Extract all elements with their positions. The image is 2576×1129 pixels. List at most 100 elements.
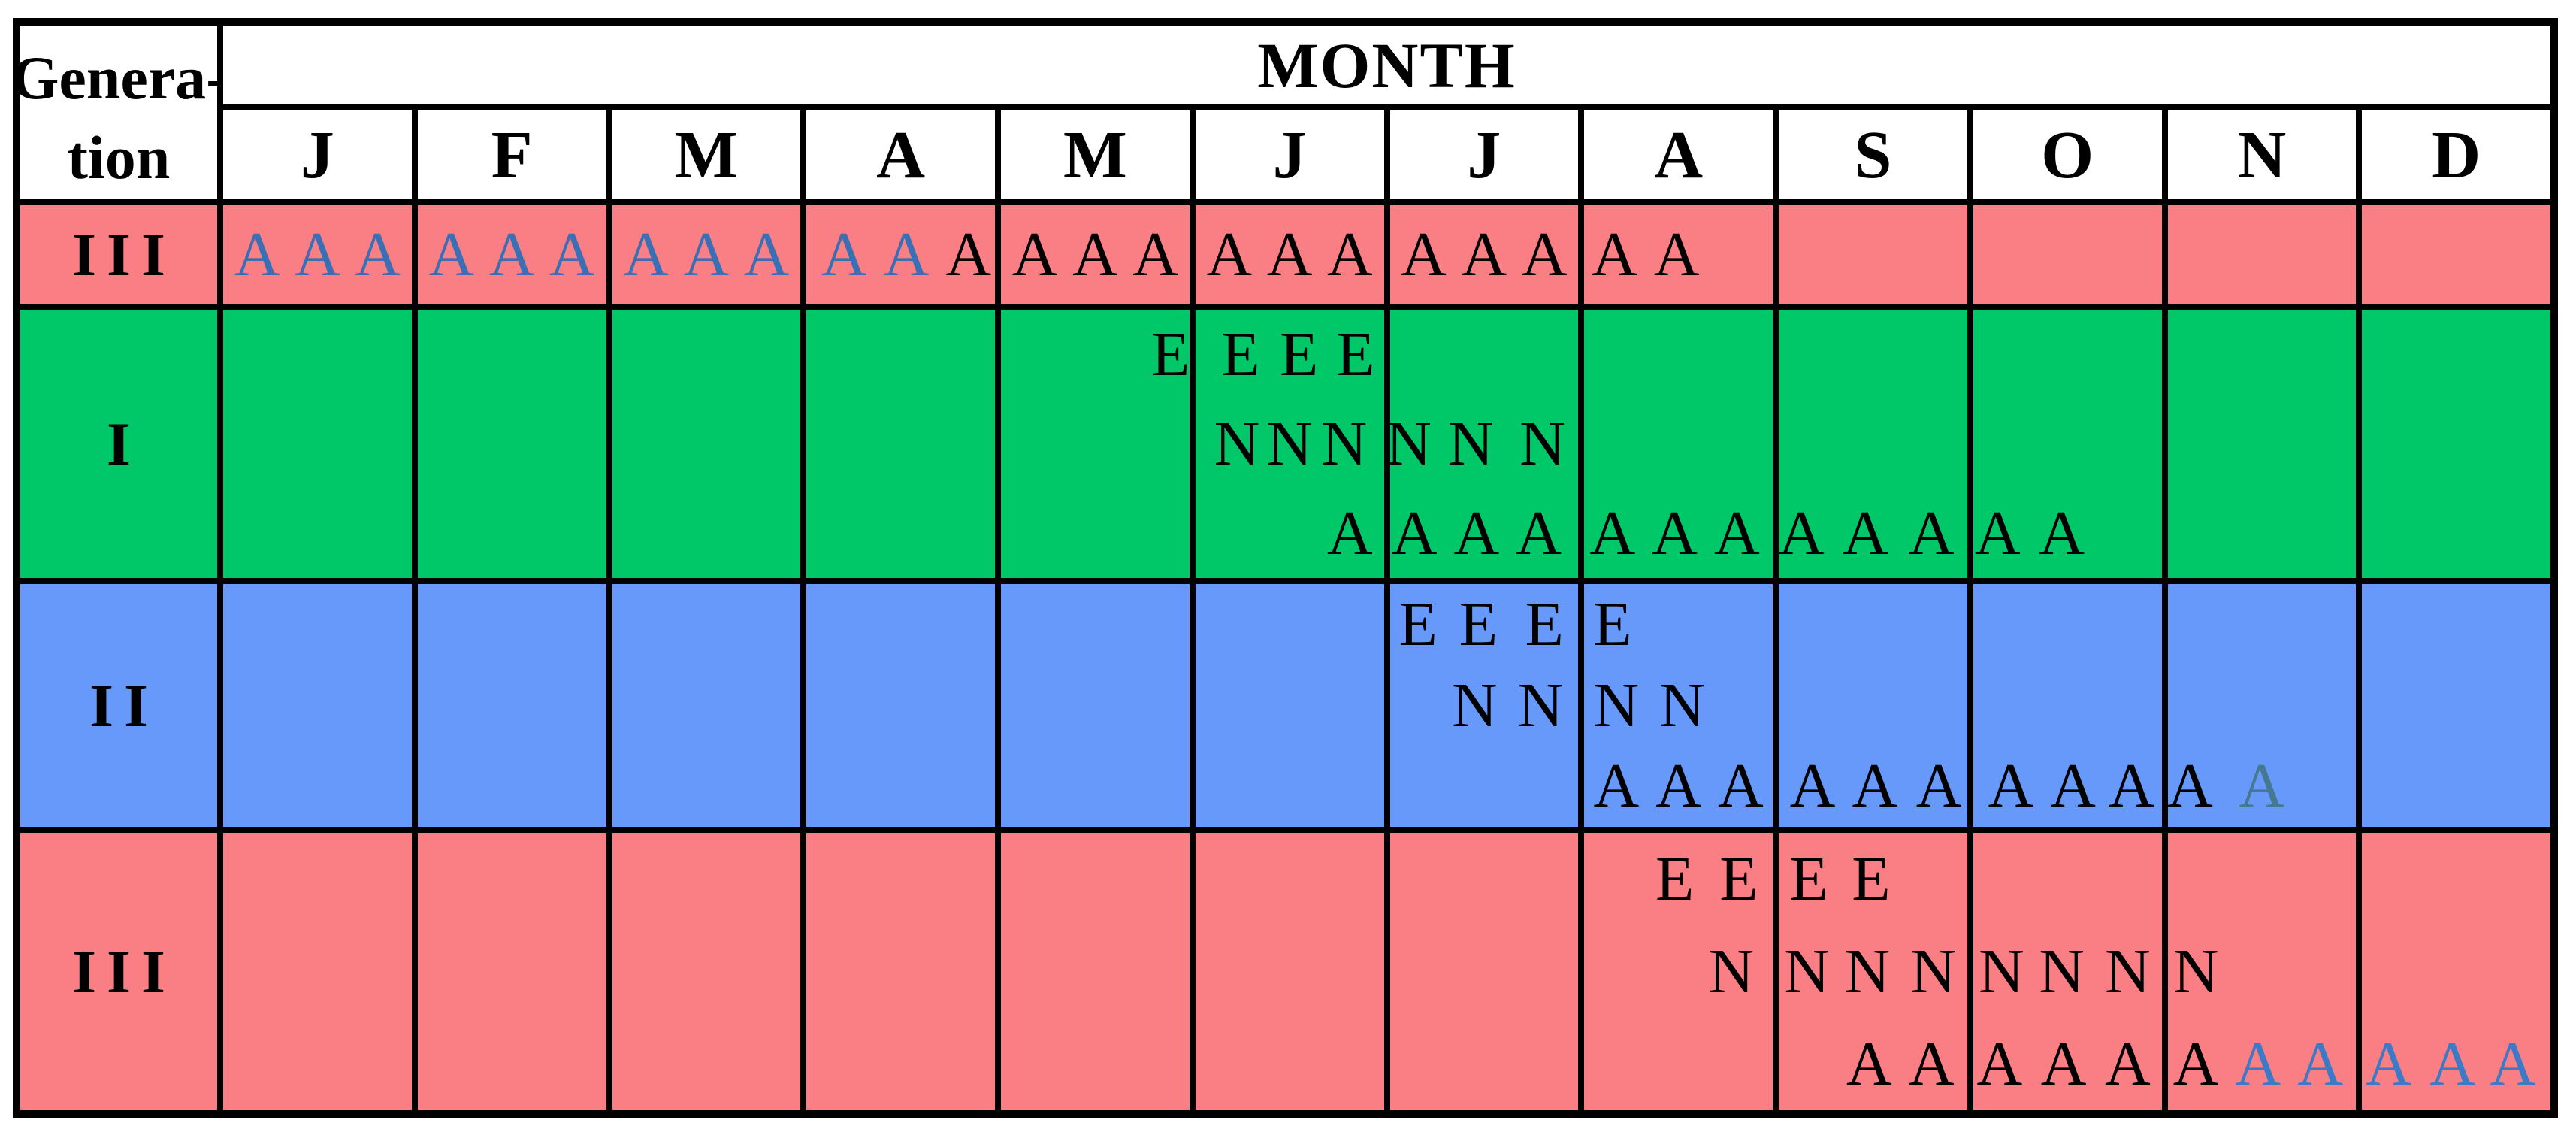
stage-letter-A: A bbox=[2239, 751, 2285, 822]
stage-line bbox=[612, 1018, 801, 1110]
stage-line bbox=[1001, 489, 1190, 578]
month-header-5-M: M bbox=[1001, 110, 1190, 199]
stage-letter-E: E bbox=[1280, 319, 1319, 389]
stage-letter-N: N bbox=[1519, 408, 1565, 479]
stage-line bbox=[806, 1018, 995, 1110]
stage-letter-E: E bbox=[1593, 589, 1632, 659]
stage-letter-N: N bbox=[1593, 670, 1640, 740]
stage-line bbox=[612, 833, 801, 925]
stage-line bbox=[223, 584, 412, 665]
stage-letter-N: N bbox=[1447, 408, 1494, 479]
stage-letter-N: N bbox=[1266, 408, 1313, 479]
stage-line bbox=[1001, 925, 1190, 1018]
stage-line bbox=[223, 665, 412, 746]
stage-line bbox=[2362, 205, 2550, 304]
stage-line bbox=[612, 489, 801, 578]
stage-letter-N: N bbox=[1844, 936, 1891, 1006]
stage-letter-A: A bbox=[234, 219, 280, 289]
stage-line bbox=[1973, 399, 2162, 489]
stage-letter-N: N bbox=[2172, 936, 2219, 1006]
stage-line bbox=[2362, 489, 2550, 578]
stage-letter-N: N bbox=[1451, 670, 1498, 740]
month-cell-III-J bbox=[1389, 833, 1579, 1110]
stage-line bbox=[2362, 833, 2550, 925]
month-cell-II-D bbox=[2362, 584, 2550, 827]
stage-letter-A: A bbox=[1655, 751, 1701, 822]
stage-line bbox=[2168, 833, 2357, 925]
stage-line bbox=[1779, 399, 1967, 489]
month-cell-II-M bbox=[612, 584, 801, 827]
month-cell-I-D bbox=[2362, 310, 2550, 578]
stage-letter-A: A bbox=[1589, 498, 1636, 568]
stage-line bbox=[1584, 1018, 1773, 1110]
stage-letter-A: A bbox=[1718, 751, 1764, 822]
stage-letter-A: A bbox=[1778, 498, 1825, 568]
stage-letter-N: N bbox=[1214, 408, 1260, 479]
stage-letter-N: N bbox=[1708, 936, 1755, 1006]
stage-line bbox=[1584, 399, 1773, 489]
month-cell-I-A bbox=[806, 310, 995, 578]
stage-letter-A: A bbox=[623, 219, 669, 289]
month-header-4-A: A bbox=[806, 110, 995, 199]
stage-letter-E: E bbox=[1221, 319, 1260, 389]
generation-header-line2: tion bbox=[67, 123, 171, 192]
stage-line bbox=[612, 310, 801, 399]
stage-line bbox=[2362, 746, 2550, 827]
month-cell-II-A bbox=[806, 584, 995, 827]
month-header-1-J: J bbox=[223, 110, 412, 199]
stage-line bbox=[2362, 399, 2550, 489]
stage-letter-A: A bbox=[1592, 219, 1637, 289]
stage-line bbox=[2362, 665, 2550, 746]
stage-line: N bbox=[2168, 925, 2357, 1018]
stage-letter-A: A bbox=[1206, 219, 1253, 289]
stage-line bbox=[1196, 665, 1384, 746]
stage-letter-E: E bbox=[1459, 589, 1498, 659]
stage-letter-A: A bbox=[2050, 751, 2096, 822]
stage-letter-E: E bbox=[1525, 589, 1564, 659]
generation-label-3: II bbox=[20, 584, 217, 827]
month-header-9-S: S bbox=[1779, 110, 1967, 199]
stage-line bbox=[612, 746, 801, 827]
stage-letter-A: A bbox=[549, 219, 595, 289]
stage-line bbox=[1196, 746, 1384, 827]
month-cell-III-A bbox=[806, 833, 995, 1110]
stage-letter-N: N bbox=[1517, 670, 1564, 740]
stage-line bbox=[1973, 665, 2162, 746]
month-cell-I-N bbox=[2167, 310, 2357, 578]
month-cell-I-M: E bbox=[1001, 310, 1190, 578]
month-cell-III-J bbox=[223, 833, 412, 1110]
stage-letter-N: N bbox=[1321, 408, 1368, 479]
stage-letter-A: A bbox=[683, 219, 730, 289]
stage-letter-A: A bbox=[1975, 498, 2021, 568]
stage-letter-A: A bbox=[883, 219, 930, 289]
stage-line: N bbox=[1584, 925, 1773, 1018]
generation-header: Genera- tion bbox=[11, 26, 226, 199]
stage-line bbox=[1196, 833, 1384, 925]
stage-letter-E: E bbox=[1655, 843, 1695, 914]
stage-letter-A: A bbox=[1714, 498, 1760, 568]
stage-letter-A: A bbox=[2105, 1028, 2151, 1099]
stage-line bbox=[2168, 399, 2357, 489]
month-cell-II-J bbox=[223, 584, 412, 827]
stage-letter-A: A bbox=[2429, 1028, 2475, 1099]
month-cell-III-N bbox=[2167, 205, 2357, 304]
stage-line bbox=[1001, 584, 1190, 665]
month-header: MONTH bbox=[223, 26, 2550, 104]
stage-line: A bbox=[1196, 489, 1384, 578]
